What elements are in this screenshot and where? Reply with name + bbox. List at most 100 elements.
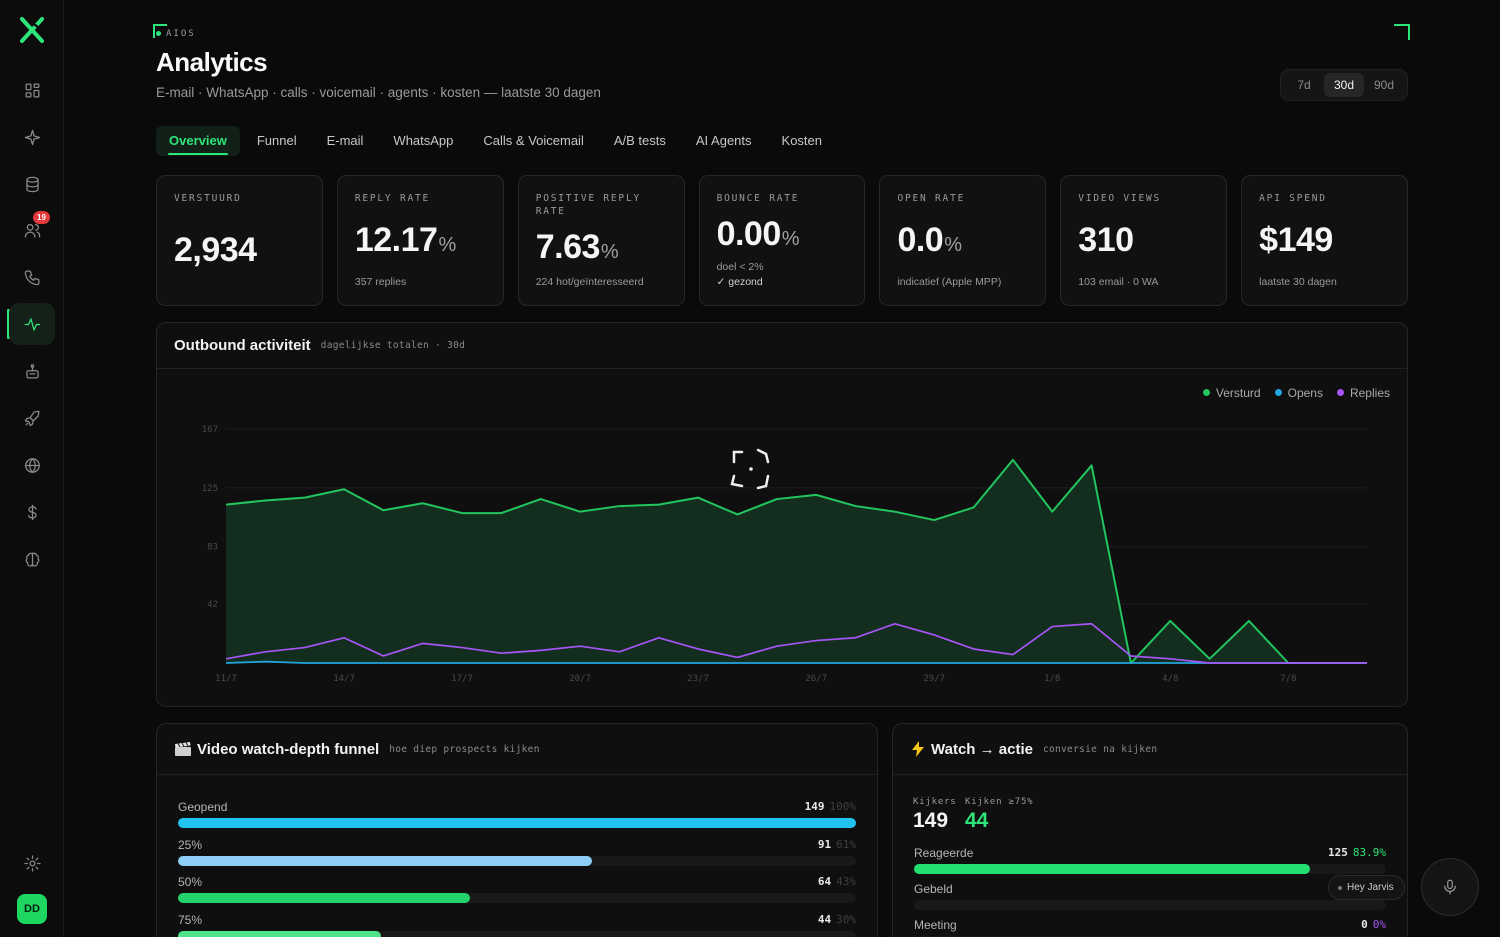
kpi-value: 0.00% bbox=[717, 215, 848, 254]
panel-title: Watch → actie bbox=[931, 740, 1033, 758]
tab-calls-voicemail[interactable]: Calls & Voicemail bbox=[483, 133, 584, 148]
range-30d[interactable]: 30d bbox=[1324, 73, 1364, 97]
stat-value-kijken-75: 44 bbox=[965, 809, 989, 832]
nav-agents[interactable] bbox=[9, 350, 55, 392]
tab-ab-tests[interactable]: A/B tests bbox=[613, 133, 666, 148]
legend-item-replies[interactable]: Replies bbox=[1336, 386, 1390, 400]
stat-label-kijkers: Kijkers bbox=[913, 797, 957, 807]
nav-analytics[interactable] bbox=[9, 303, 55, 345]
activity-icon bbox=[24, 317, 40, 331]
kpi-card-api-spend[interactable]: API SPEND $149 laatste 30 dagen bbox=[1241, 175, 1409, 306]
eyebrow: AIOS bbox=[156, 29, 196, 39]
legend-label: Opens bbox=[1287, 386, 1323, 400]
tab-kosten[interactable]: Kosten bbox=[781, 133, 823, 148]
kpi-sub: 357 replies bbox=[354, 276, 407, 288]
kpi-card-positive-reply-rate[interactable]: POSITIVE REPLY RATE 7.63% 224 hot/geïnte… bbox=[517, 175, 685, 306]
progress-track bbox=[178, 818, 856, 828]
active-nav-indicator bbox=[7, 309, 10, 339]
kpi-value-unit: % bbox=[944, 234, 962, 256]
nav-brain[interactable] bbox=[9, 538, 55, 580]
tab-funnel[interactable]: Funnel bbox=[256, 133, 297, 148]
date-range-selector: 7d 30d 90d bbox=[1280, 69, 1408, 101]
nav-calls[interactable] bbox=[9, 256, 55, 298]
funnel-row: Geopend 149 100% bbox=[178, 800, 856, 828]
stat-value-kijkers: 149 bbox=[913, 809, 949, 832]
kpi-sub: 103 email · 0 WA bbox=[1078, 276, 1159, 288]
nav-ai[interactable] bbox=[9, 116, 55, 158]
tab-whatsapp[interactable]: WhatsApp bbox=[393, 133, 454, 148]
voice-assistant-button[interactable] bbox=[1421, 858, 1479, 916]
corner-bracket-right bbox=[1394, 24, 1410, 40]
row-percent: 30% bbox=[836, 912, 856, 926]
kpi-card-video-views[interactable]: VIDEO VIEWS 310 103 email · 0 WA bbox=[1060, 175, 1228, 306]
corner-bracket-left bbox=[153, 24, 167, 38]
legend-dot-icon bbox=[1274, 389, 1282, 397]
legend-item-verstuurd[interactable]: Versturd bbox=[1202, 386, 1261, 400]
nav-dashboard[interactable] bbox=[9, 69, 55, 111]
x-tick-label: 26/7 bbox=[805, 674, 827, 684]
hey-jarvis-chip[interactable]: Hey Jarvis bbox=[1328, 875, 1405, 900]
row-label: Geopend bbox=[178, 800, 228, 814]
series-line-opens bbox=[225, 660, 1367, 664]
page-title: Analytics bbox=[156, 47, 268, 77]
kpi-sub-goal: doel < 2% bbox=[716, 261, 764, 273]
video-funnel-panel: Video watch-depth funnel hoe diep prospe… bbox=[156, 723, 878, 937]
kpi-card-bounce-rate[interactable]: BOUNCE RATE 0.00% doel < 2% ✓ gezond bbox=[698, 175, 866, 306]
kpi-card-reply-rate[interactable]: REPLY RATE 12.17% 357 replies bbox=[336, 175, 504, 306]
nav-settings[interactable] bbox=[9, 842, 55, 884]
clapper-icon bbox=[175, 742, 191, 756]
tab-email[interactable]: E-mail bbox=[326, 133, 364, 148]
outbound-line-chart[interactable]: 167 125 83 42 11/7 14/7 17/7 20/7 23/7 26/7 29/7 1/… bbox=[157, 369, 1408, 707]
kpi-card-verstuurd[interactable]: VERSTUURD 2,934 bbox=[156, 175, 323, 306]
rocket-icon bbox=[24, 410, 39, 426]
kpi-value-unit: % bbox=[438, 234, 456, 256]
kpi-value-number: 2,934 bbox=[174, 231, 257, 269]
progress-track bbox=[914, 900, 1386, 910]
nav-campaigns[interactable] bbox=[9, 397, 55, 439]
kpi-value-number: 12.17 bbox=[354, 221, 438, 259]
nav-web[interactable] bbox=[9, 444, 55, 486]
tab-ai-agents[interactable]: AI Agents bbox=[695, 133, 752, 148]
kpi-card-open-rate[interactable]: OPEN RATE 0.0% indicatief (Apple MPP) bbox=[879, 175, 1047, 306]
progress-fill bbox=[178, 930, 382, 937]
panel-tag: hoe diep prospects kijken bbox=[389, 743, 540, 755]
range-90d[interactable]: 90d bbox=[1373, 78, 1395, 92]
y-tick-label: 125 bbox=[202, 484, 218, 494]
nav-costs[interactable] bbox=[9, 491, 55, 533]
range-7d[interactable]: 7d bbox=[1297, 78, 1311, 92]
progress-track bbox=[914, 864, 1386, 874]
kpi-label: VERSTUURD bbox=[174, 193, 242, 204]
status-dot-icon bbox=[156, 31, 161, 36]
legend-dot-icon bbox=[1202, 389, 1210, 397]
series-area-verstuurd bbox=[226, 459, 1367, 663]
funnel-row: 50% 64 43% bbox=[178, 875, 856, 903]
panel-header: Watch → actie conversie na kijken bbox=[893, 724, 1407, 775]
bolt-icon bbox=[912, 741, 924, 757]
kpi-value: $149 bbox=[1259, 221, 1390, 260]
nav-contacts[interactable] bbox=[9, 209, 55, 251]
grid-icon bbox=[25, 83, 39, 97]
series-line-replies bbox=[225, 622, 1367, 664]
gear-icon bbox=[23, 854, 41, 872]
row-percent: 61% bbox=[836, 837, 856, 851]
avatar[interactable]: DD bbox=[17, 894, 47, 924]
series-line-verstuurd bbox=[225, 458, 1367, 664]
progress-fill bbox=[178, 893, 470, 903]
kpi-label: API SPEND bbox=[1259, 193, 1327, 204]
sidebar: 19 DD bbox=[0, 0, 64, 937]
users-icon bbox=[24, 223, 40, 237]
x-tick-label: 7/8 bbox=[1280, 674, 1296, 684]
panel-header: Video watch-depth funnel hoe diep prospe… bbox=[157, 724, 877, 775]
tab-overview[interactable]: Overview bbox=[156, 126, 240, 156]
nav-database[interactable] bbox=[9, 163, 55, 205]
kpi-value-unit: % bbox=[600, 241, 619, 263]
sparkle-icon bbox=[24, 129, 40, 145]
kpi-label: REPLY RATE bbox=[354, 193, 431, 204]
kpi-value-number: 310 bbox=[1078, 221, 1134, 259]
legend-item-opens[interactable]: Opens bbox=[1274, 386, 1323, 400]
logo-icon[interactable] bbox=[16, 14, 48, 46]
panel-title: Video watch-depth funnel bbox=[197, 740, 380, 758]
panel-title: Outbound activiteit bbox=[174, 337, 311, 354]
funnel-row: Gebeld bbox=[914, 882, 1386, 910]
kpi-label: VIDEO VIEWS bbox=[1078, 193, 1162, 204]
